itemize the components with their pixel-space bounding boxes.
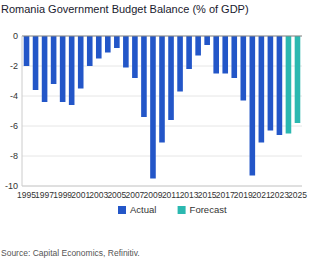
- bar: [105, 36, 111, 53]
- bar: [51, 36, 57, 84]
- legend-label: Forecast: [190, 204, 227, 215]
- x-tick-label: 2013: [180, 190, 199, 200]
- y-tick-label: -2: [10, 61, 18, 71]
- bar: [132, 36, 138, 78]
- bars: [24, 36, 301, 179]
- bar: [231, 36, 237, 78]
- grid-line: [22, 186, 302, 187]
- bar: [186, 36, 192, 69]
- bar: [268, 36, 274, 131]
- source: Source: Capital Economics, Refinitiv.: [1, 248, 140, 258]
- bar: [114, 36, 120, 48]
- x-tick-label: 2001: [71, 190, 90, 200]
- x-tick-label: 2005: [107, 190, 126, 200]
- bar: [60, 36, 66, 102]
- bar: [159, 36, 165, 143]
- bar: [141, 36, 147, 117]
- x-tick-label: 2015: [198, 190, 217, 200]
- x-tick-label: 2007: [125, 190, 144, 200]
- bar: [222, 36, 228, 74]
- bar: [24, 36, 30, 66]
- x-tick-label: 2009: [144, 190, 163, 200]
- legend-label: Actual: [130, 204, 156, 215]
- legend-swatch: [118, 206, 126, 214]
- bar: [277, 36, 283, 135]
- bar: [286, 36, 292, 134]
- x-tick-label: 2021: [252, 190, 271, 200]
- bar: [213, 36, 219, 74]
- bar: [87, 36, 93, 66]
- bar: [204, 36, 210, 45]
- bar: [168, 36, 174, 120]
- bar: [42, 36, 48, 102]
- x-tick-label: 2011: [162, 190, 181, 200]
- bar: [78, 36, 84, 89]
- y-tick-label: -8: [10, 151, 18, 161]
- chart: Romania Government Budget Balance (% of …: [0, 0, 325, 273]
- x-tick-label: 1997: [35, 190, 54, 200]
- y-tick-label: -4: [10, 91, 18, 101]
- zero-line: [22, 36, 302, 37]
- bar: [177, 36, 183, 92]
- x-tick-label: 2017: [216, 190, 235, 200]
- grid-line: [22, 156, 302, 157]
- bar: [240, 36, 246, 101]
- bar: [295, 36, 301, 123]
- legend-swatch: [178, 206, 186, 214]
- x-tick-label: 2025: [288, 190, 307, 200]
- legend: Actual Forecast: [118, 204, 227, 215]
- title: Romania Government Budget Balance (% of …: [1, 3, 249, 15]
- bar: [250, 36, 256, 176]
- y-tick-label: -6: [10, 121, 18, 131]
- x-tick-label: 2019: [234, 190, 253, 200]
- y-axis: [22, 36, 23, 186]
- bar: [96, 36, 102, 59]
- x-axis: [22, 186, 302, 187]
- bar: [259, 36, 265, 143]
- bar: [195, 36, 201, 56]
- y-tick-label: 0: [13, 31, 18, 41]
- x-tick-label: 2003: [89, 190, 108, 200]
- bar: [33, 36, 39, 90]
- bar: [150, 36, 156, 179]
- x-tick-label: 2023: [270, 190, 289, 200]
- bar: [69, 36, 75, 105]
- grid-line: [22, 36, 302, 37]
- x-tick-label: 1999: [53, 190, 72, 200]
- x-tick-label: 1995: [17, 190, 36, 200]
- bar: [123, 36, 129, 68]
- y-tick-label: -10: [5, 181, 18, 191]
